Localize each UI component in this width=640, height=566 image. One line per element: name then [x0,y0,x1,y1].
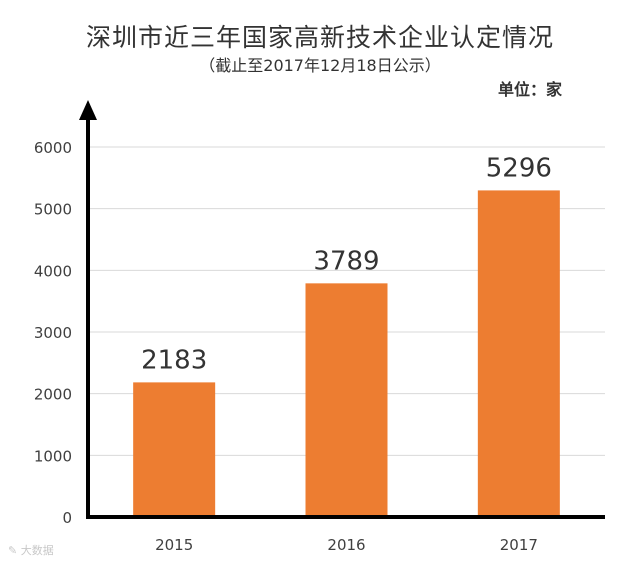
x-tick-label: 2017 [500,536,538,554]
bar [133,382,216,517]
chart-subtitle: （截止至2017年12月18日公示） [199,56,441,75]
x-tick-label: 2016 [327,536,365,554]
watermark-icon: ✎ [8,544,21,557]
y-tick-label: 2000 [34,386,72,404]
data-label: 5296 [486,153,552,183]
unit-label: 单位：家 [497,80,562,99]
chart-title: 深圳市近三年国家高新技术企业认定情况 [85,23,554,52]
x-axis-ticks: 2015 2016 2017 [155,536,538,554]
axes [79,100,605,519]
x-tick-label: 2015 [155,536,193,554]
y-tick-label: 3000 [34,324,72,342]
y-tick-label: 4000 [34,262,72,280]
watermark-text: 大数据 [20,544,54,557]
y-axis-ticks: 0 1000 2000 3000 4000 5000 6000 [34,139,72,527]
bars [133,190,560,517]
bar [305,283,388,517]
y-tick-label: 1000 [34,447,72,465]
y-tick-label: 5000 [34,201,72,219]
y-axis-arrow-icon [79,100,97,120]
y-tick-label: 6000 [34,139,72,157]
data-label: 3789 [313,246,379,276]
bar [477,190,560,517]
watermark: ✎ 大数据 [8,542,54,558]
data-labels: 2183 3789 5296 [141,153,552,375]
data-label: 2183 [141,345,207,375]
y-tick-label: 0 [62,509,72,527]
